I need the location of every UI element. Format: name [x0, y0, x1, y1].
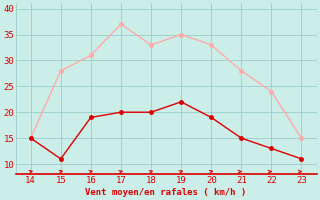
- X-axis label: Vent moyen/en rafales ( km/h ): Vent moyen/en rafales ( km/h ): [85, 188, 247, 197]
